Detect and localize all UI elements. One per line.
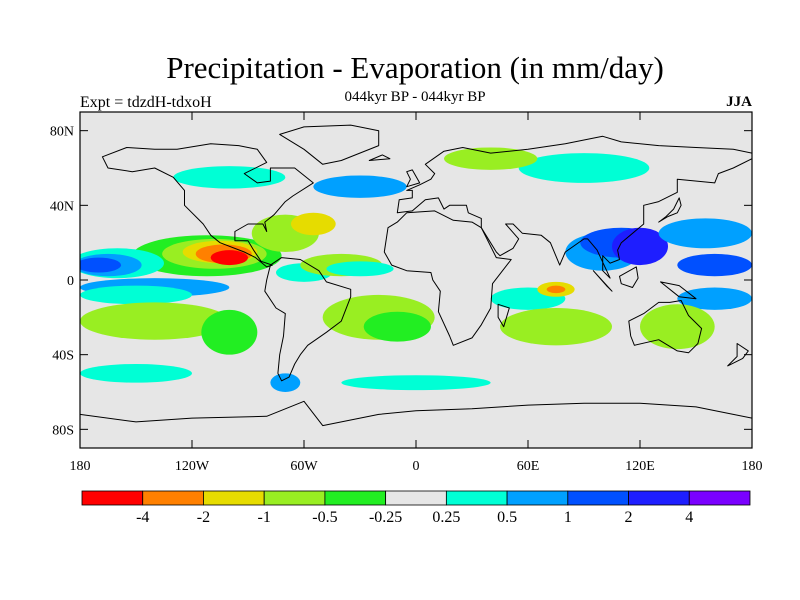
colorbar-label: 2 — [625, 509, 633, 526]
colorbar-swatch — [445, 490, 508, 506]
coastline — [279, 124, 380, 165]
field-patch — [677, 253, 752, 277]
y-tick-label: 80N — [50, 125, 74, 140]
coastline — [619, 266, 639, 288]
colorbar-swatch — [263, 490, 326, 506]
colorbar-label: 0.5 — [497, 509, 517, 526]
field-patch — [341, 375, 491, 391]
colorbar-label: -4 — [136, 509, 149, 526]
coastline — [628, 300, 703, 354]
field-patch — [500, 308, 612, 346]
colorbar-swatch — [81, 490, 144, 506]
y-tick-label: 40N — [50, 199, 74, 214]
coastline — [497, 303, 510, 328]
x-tick-label: 120W — [175, 459, 210, 474]
x-tick-label: 60W — [290, 459, 318, 474]
coastline — [727, 343, 749, 367]
colorbar-label: -2 — [197, 509, 210, 526]
colorbar-label: 4 — [685, 509, 693, 526]
colorbar-swatch — [203, 490, 265, 506]
season-label: JJA — [726, 94, 752, 110]
y-tick-label: 40S — [52, 349, 74, 364]
axis-ticks: 80N 40N 0 40S 80S 180 120W 60W 0 60E 120E 180 — [50, 112, 763, 474]
field-patch — [313, 175, 407, 198]
colorbar-swatch — [324, 490, 387, 506]
x-tick-label: 120E — [625, 459, 655, 474]
field-patch — [80, 302, 230, 340]
coastline — [383, 210, 512, 346]
field-patch — [80, 285, 192, 305]
colorbar-swatch — [628, 490, 690, 506]
y-tick-label: 0 — [67, 274, 74, 289]
field-patch — [640, 304, 715, 350]
field-patch — [173, 166, 286, 189]
chart-subtitle: 044kyr BP - 044kyr BP — [344, 89, 486, 105]
coastline — [101, 143, 314, 268]
x-tick-label: 60E — [517, 459, 540, 474]
coastline — [406, 169, 421, 188]
field-patch — [80, 257, 122, 273]
x-tick-label: 180 — [742, 459, 763, 474]
x-tick-label: 0 — [413, 459, 420, 474]
colorbar-swatch — [142, 490, 204, 506]
coastline — [80, 400, 752, 448]
field-patch — [210, 250, 248, 266]
field-patch — [546, 285, 566, 294]
field-patch — [444, 147, 538, 170]
colorbar-swatch — [385, 490, 447, 506]
colorbar-label: 1 — [564, 509, 572, 526]
colorbar-label: 0.25 — [432, 509, 460, 526]
field-layer — [80, 147, 752, 392]
field-patch — [677, 287, 752, 310]
coastline-layer — [80, 124, 752, 448]
coastline — [592, 270, 613, 292]
field-patch — [363, 311, 431, 342]
experiment-label: Expt = tdzdH-tdxoH — [80, 94, 212, 111]
field-patch — [326, 261, 394, 277]
coastline — [658, 197, 682, 223]
x-tick-label: 180 — [70, 459, 91, 474]
field-patch — [612, 227, 668, 266]
field-patch — [518, 153, 650, 183]
field-patch — [80, 364, 192, 383]
colorbar-swatch — [688, 490, 751, 506]
colorbar-label: -0.25 — [369, 509, 402, 526]
colorbar-label: -0.5 — [312, 509, 337, 526]
colorbar-label: -1 — [258, 509, 271, 526]
coastline — [264, 257, 352, 382]
coastline — [660, 281, 697, 300]
coastline — [396, 135, 752, 279]
coastline — [368, 154, 391, 161]
field-patch — [658, 218, 752, 249]
colorbar: -4 -2 -1 -0.5 -0.25 0.25 0.5 1 2 4 — [81, 490, 751, 526]
y-tick-label: 80S — [52, 423, 74, 438]
field-patch — [290, 212, 336, 236]
chart-title: Precipitation - Evaporation (in mm/day) — [166, 50, 664, 85]
colorbar-swatch — [567, 490, 629, 506]
colorbar-swatch — [506, 490, 569, 506]
field-patch — [201, 309, 258, 355]
field-patch — [270, 373, 301, 392]
